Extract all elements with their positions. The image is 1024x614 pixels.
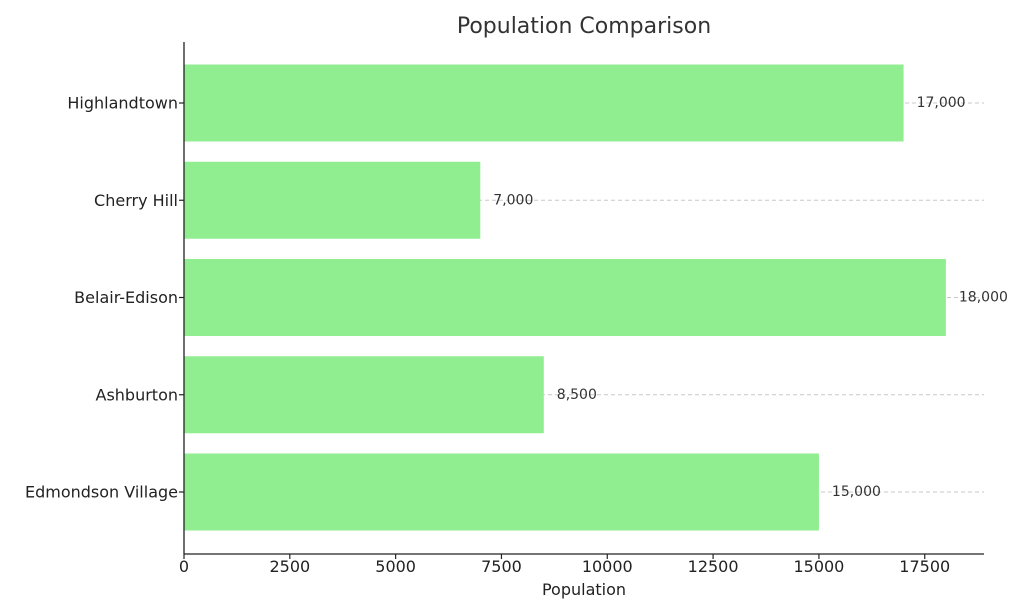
x-tick-label: 10000 xyxy=(582,557,633,576)
x-tick-label: 17500 xyxy=(899,557,950,576)
x-tick-label: 15000 xyxy=(793,557,844,576)
y-tick-label: Edmondson Village xyxy=(25,483,178,502)
data-label: 17,000 xyxy=(917,95,966,111)
x-axis-title: Population xyxy=(542,580,626,599)
bar xyxy=(184,161,481,239)
data-label: 15,000 xyxy=(832,484,881,500)
y-tick-label: Ashburton xyxy=(96,385,179,404)
x-tick-label: 0 xyxy=(179,557,189,576)
x-axis: 0 2500 5000 7500 10000 12500 15000 17500 xyxy=(179,553,984,576)
x-tick-label: 5000 xyxy=(375,557,416,576)
data-label: 8,500 xyxy=(557,387,597,403)
chart-title: Population Comparison xyxy=(457,14,711,39)
bar xyxy=(184,64,904,142)
y-axis: Highlandtown Cherry Hill Belair-Edison Ashb… xyxy=(25,42,185,554)
y-tick-label: Cherry Hill xyxy=(94,191,178,210)
bar xyxy=(184,356,544,434)
bars xyxy=(184,64,946,531)
bar xyxy=(184,259,946,336)
y-tick-label: Belair-Edison xyxy=(74,288,178,307)
x-tick-label: 2500 xyxy=(269,557,310,576)
x-tick-label: 7500 xyxy=(481,557,522,576)
bar xyxy=(184,453,819,531)
y-tick-label: Highlandtown xyxy=(67,94,178,113)
x-tick-label: 12500 xyxy=(688,557,739,576)
data-labels: 17,000 7,000 18,000 8,500 15,000 xyxy=(493,95,1008,500)
data-label: 18,000 xyxy=(959,290,1008,306)
data-label: 7,000 xyxy=(493,192,533,208)
